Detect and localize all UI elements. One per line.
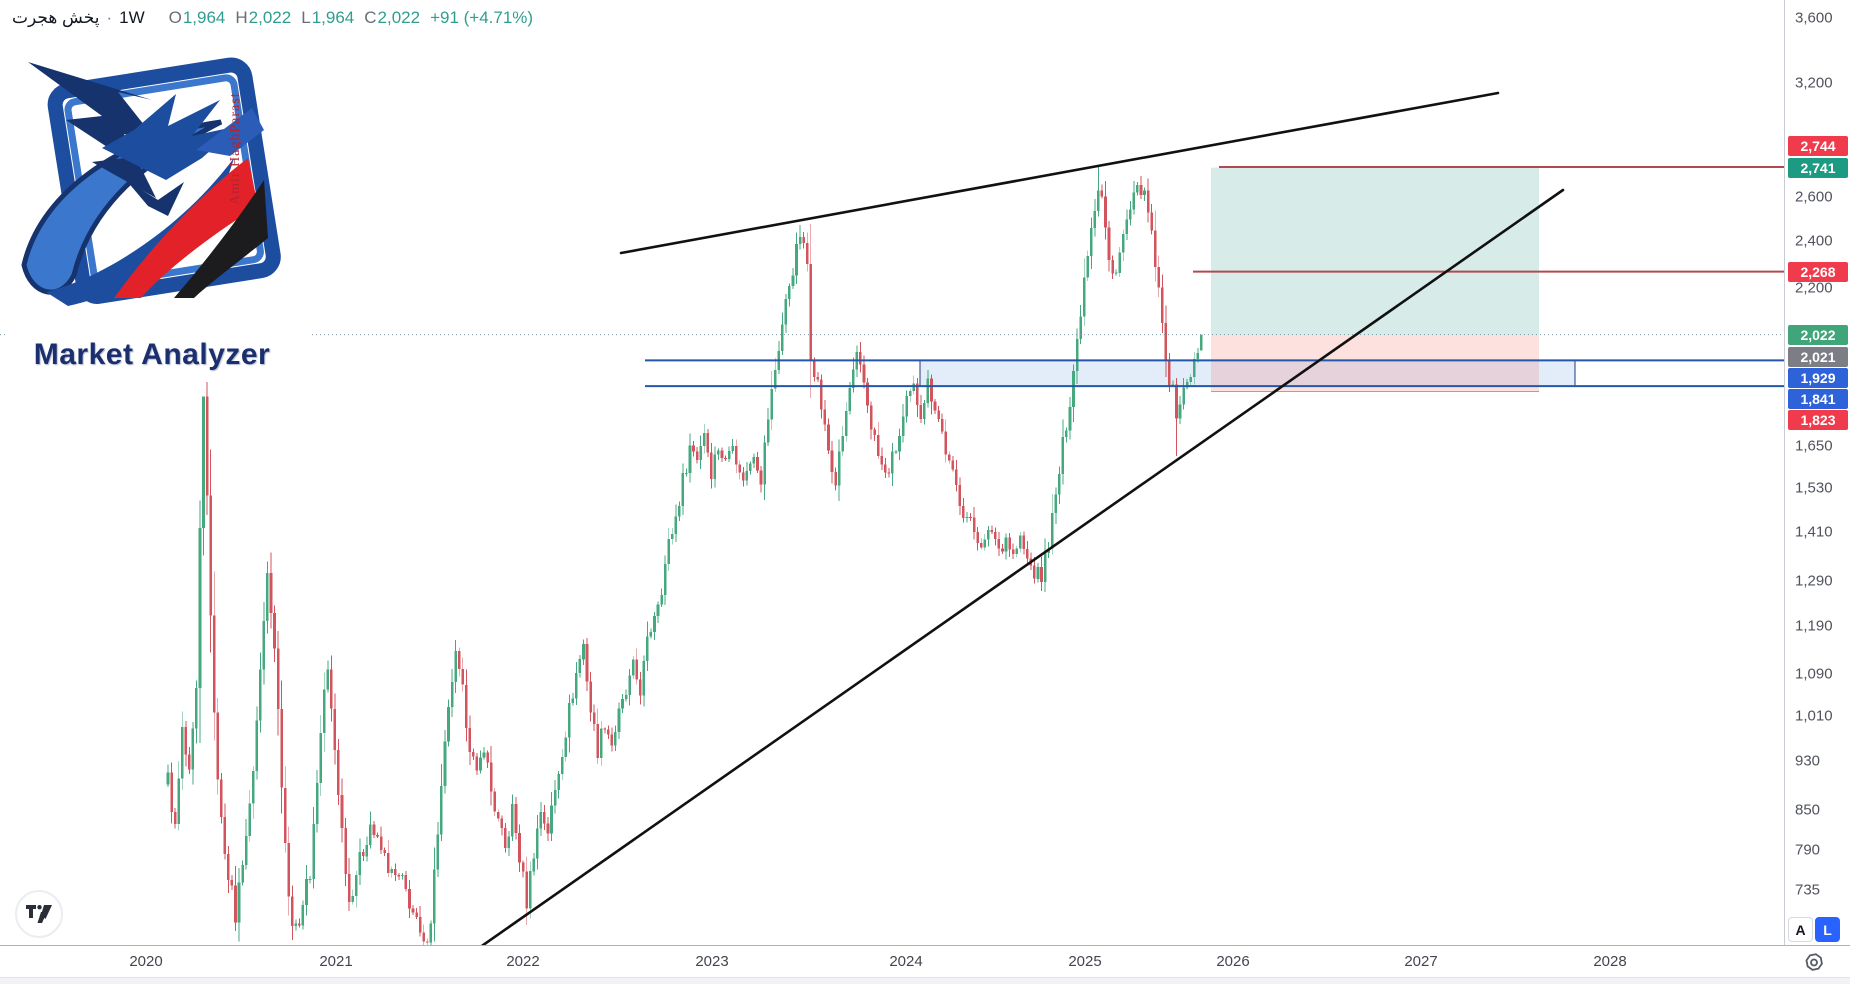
price-badge-long-entry: 2,021 (1788, 346, 1848, 367)
lower-support-trendline[interactable] (454, 188, 1565, 966)
time-axis[interactable]: 2020 2021 2022 2023 2024 2025 2026 2027 2028 (0, 945, 1850, 978)
price-tick-label: 2,400 (1795, 232, 1833, 249)
time-tick-label: 2026 (1216, 953, 1250, 970)
price-tick-label: 930 (1795, 752, 1821, 770)
high-label: H (235, 8, 248, 27)
time-tick-label: 2021 (319, 953, 353, 970)
low-value: 1,964 (311, 8, 355, 27)
price-tick-label: 1,650 (1795, 437, 1833, 455)
price-tick-label: 1,410 (1795, 523, 1833, 541)
legend-separator: · (106, 8, 113, 27)
symbol-name: پخش هجرت (12, 8, 100, 27)
time-tick-label: 2023 (695, 953, 729, 970)
price-badge-resistance-line: 2,268 (1788, 261, 1848, 282)
price-badge-support-line-upper: 1,929 (1788, 368, 1848, 389)
time-tick-label: 2027 (1404, 953, 1438, 970)
price-badge-long-target: 2,741 (1788, 157, 1848, 178)
brand-logo-watermark: Market Analyzer Amir HaghParast (6, 30, 312, 382)
price-tick-label: 735 (1795, 881, 1821, 899)
time-tick-label: 2024 (889, 953, 923, 970)
price-tick-label: 3,200 (1795, 74, 1833, 92)
price-tick-label: 2,600 (1795, 188, 1833, 206)
price-tick-label: 1,530 (1795, 479, 1833, 497)
price-tick-label: 790 (1795, 841, 1821, 859)
close-value: 2,022 (377, 8, 421, 27)
long-profit-zone[interactable] (1211, 167, 1539, 335)
bottom-toolbar-strip (0, 977, 1850, 984)
chart-legend[interactable]: پخش هجرت · 1W O 1,964 H 2,022 L 1,964 C … (12, 6, 533, 30)
price-badge-all-time-high-line: 2,744 (1788, 136, 1848, 156)
auto-scale-button[interactable]: A (1788, 917, 1813, 942)
price-axis[interactable]: 3,600 3,200 2,600 2,400 2,200 1,650 1,530 1,410… (1784, 0, 1850, 945)
tradingview-logo-button[interactable] (15, 890, 63, 938)
tradingview-icon (26, 905, 52, 923)
price-tick-label: 850 (1795, 801, 1821, 819)
price-badge-last-price: 2,022 (1788, 324, 1848, 345)
price-tick-label: 1,290 (1795, 572, 1833, 590)
price-tick-label: 1,090 (1795, 665, 1833, 683)
close-label: C (364, 8, 377, 27)
timeframe-label: 1W (119, 8, 145, 27)
open-value: 1,964 (182, 8, 226, 27)
log-scale-button[interactable]: L (1815, 917, 1840, 942)
brand-author: Amir HaghParast (228, 92, 243, 205)
open-label: O (168, 8, 182, 27)
support-box-zone[interactable] (919, 359, 1576, 387)
settings-gear-icon[interactable] (1800, 950, 1828, 976)
price-tick-label: 1,010 (1795, 707, 1833, 725)
price-tick-label: 3,600 (1795, 9, 1833, 27)
candles-layer[interactable] (166, 167, 1203, 952)
eagle-logo-graphic (21, 57, 281, 306)
long-stop-zone[interactable] (1211, 334, 1539, 392)
high-value: 2,022 (248, 8, 292, 27)
brand-name: Market Analyzer (33, 338, 271, 371)
time-tick-label: 2020 (129, 953, 163, 970)
price-tick-label: 1,190 (1795, 617, 1833, 635)
change-value: +91 (+4.71%) (430, 8, 534, 27)
time-tick-label: 2025 (1068, 953, 1102, 970)
price-badge-long-stop: 1,823 (1788, 409, 1848, 430)
low-label: L (301, 8, 311, 27)
time-tick-label: 2022 (506, 953, 540, 970)
upper-resistance-trendline[interactable] (619, 91, 1500, 255)
time-tick-label: 2028 (1593, 953, 1627, 970)
price-tick-label: 2,200 (1795, 279, 1833, 297)
price-badge-support-line-lower: 1,841 (1788, 389, 1848, 410)
